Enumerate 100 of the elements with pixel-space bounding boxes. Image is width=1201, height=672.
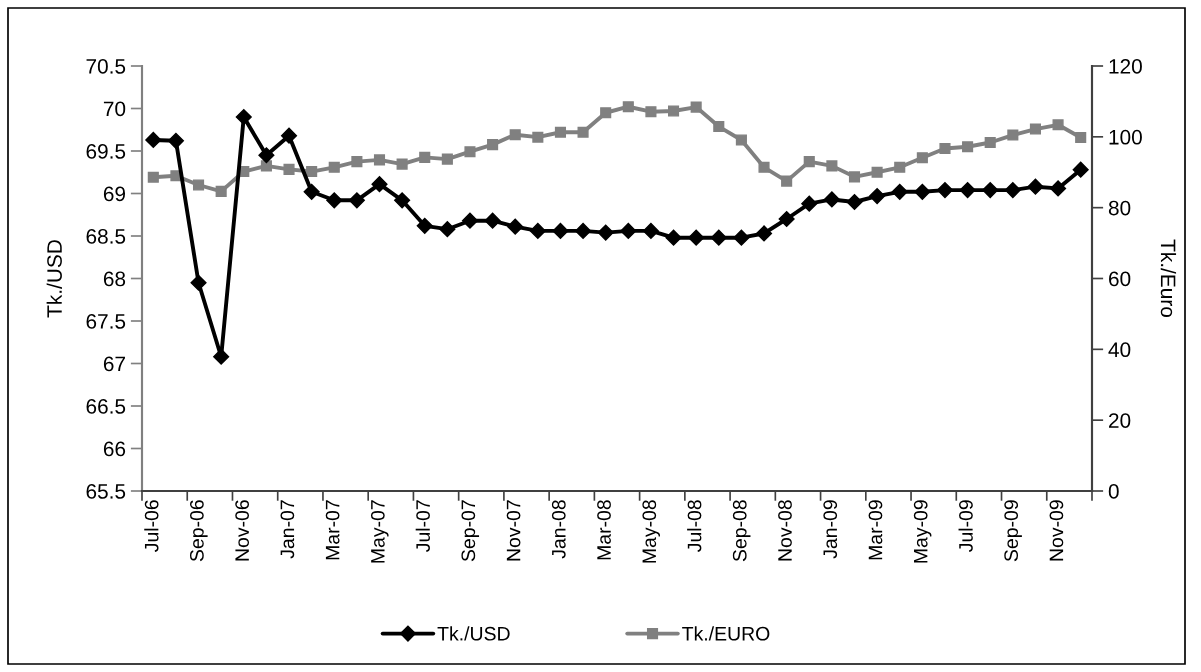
y-tick-label: 68: [103, 271, 126, 287]
x-tick-label: Nov-06: [235, 500, 250, 561]
y-tick-label: 67.5: [86, 314, 126, 329]
point: [758, 161, 770, 173]
point: [328, 161, 340, 173]
legend-label: Tk./EURO: [682, 626, 770, 641]
point: [733, 229, 750, 246]
point: [190, 274, 207, 291]
point: [147, 171, 159, 183]
point: [213, 348, 230, 365]
point: [439, 221, 456, 238]
point: [283, 163, 295, 175]
point: [781, 175, 793, 187]
point: [416, 217, 433, 234]
x-tick-label: May-07: [370, 500, 389, 563]
point: [710, 229, 727, 246]
y2-tick-label: 40: [1108, 342, 1131, 358]
point: [371, 176, 388, 193]
x-tick-label: Sep-08: [732, 500, 751, 562]
point: [645, 106, 657, 118]
y2-tick-label: 0: [1108, 484, 1119, 499]
point: [826, 160, 838, 172]
y-tick-label: 66: [103, 441, 126, 457]
point: [984, 136, 996, 149]
point: [665, 229, 682, 246]
point: [192, 179, 205, 191]
x-tick-label: Nov-08: [778, 500, 792, 561]
x-tick-label: Mar-07: [325, 500, 340, 560]
point: [1007, 129, 1019, 141]
point: [351, 156, 363, 168]
x-tick-label: Nov-09: [1049, 500, 1064, 561]
point: [688, 229, 705, 246]
point: [982, 182, 999, 199]
point: [396, 158, 408, 170]
x-tick-label: May-09: [913, 500, 932, 563]
point: [936, 182, 954, 199]
y2-tick-label: 100: [1109, 129, 1142, 145]
point: [803, 156, 815, 168]
y2-tick-label: 120: [1109, 59, 1142, 74]
point: [1027, 178, 1044, 195]
y-tick-label: 67: [103, 356, 125, 372]
x-tick-label: Jul-06: [144, 500, 159, 552]
x-tick-label: Mar-08: [597, 500, 611, 560]
point: [509, 129, 521, 141]
point: [1072, 161, 1089, 178]
point: [735, 134, 747, 146]
x-tick-label: Jul-07: [415, 500, 430, 552]
x-tick-label: Jan-08: [551, 500, 566, 559]
x-tick-label: May-08: [642, 500, 660, 563]
point: [280, 127, 298, 144]
point: [373, 154, 386, 166]
point: [959, 182, 976, 199]
y2-tick-label: 20: [1109, 413, 1131, 428]
point: [1052, 119, 1064, 131]
point: [846, 193, 863, 211]
x-tick-label: Sep-06: [190, 500, 208, 562]
y-tick-label: 70: [103, 101, 126, 117]
legend-label: Tk./USD: [437, 626, 510, 641]
x-tick-label: Sep-07: [461, 500, 480, 562]
y-tick-label: 65.5: [86, 484, 126, 499]
point: [554, 126, 567, 138]
y-tick-label: 70.5: [86, 59, 126, 74]
y-axis-title: Tk./USD: [46, 240, 62, 318]
point: [167, 132, 184, 149]
point: [801, 195, 818, 212]
point: [532, 131, 544, 143]
point: [306, 165, 318, 178]
x-tick-label: Jan-07: [280, 500, 295, 559]
y-tick-label: 66.5: [86, 399, 126, 414]
point: [755, 225, 773, 242]
point: [713, 121, 725, 133]
point: [871, 166, 883, 178]
x-tick-label: Sep-09: [1004, 500, 1022, 562]
point: [1075, 131, 1087, 144]
point: [894, 161, 906, 173]
point: [667, 105, 680, 117]
point: [484, 212, 501, 229]
point: [235, 108, 252, 126]
point: [1050, 180, 1067, 197]
point: [1029, 123, 1042, 135]
x-tick-label: Jul-08: [687, 500, 702, 552]
point: [552, 222, 569, 239]
point: [507, 218, 524, 235]
point: [441, 153, 453, 165]
point: [962, 141, 974, 153]
y2-tick-label: 80: [1108, 200, 1131, 216]
point: [145, 131, 162, 149]
point: [848, 171, 861, 183]
point: [461, 212, 479, 229]
point: [577, 126, 589, 138]
point: [529, 222, 546, 239]
x-tick-label: Nov-07: [506, 500, 521, 561]
point: [303, 183, 320, 200]
x-tick-label: Mar-09: [868, 500, 883, 560]
x-tick-label: Jul-09: [958, 500, 973, 552]
y2-tick-label: 60: [1109, 271, 1131, 287]
point: [464, 146, 476, 158]
y-tick-label: 69: [103, 186, 126, 202]
point: [575, 222, 592, 239]
y2-axis-title: Tk./Euro: [1160, 239, 1177, 317]
